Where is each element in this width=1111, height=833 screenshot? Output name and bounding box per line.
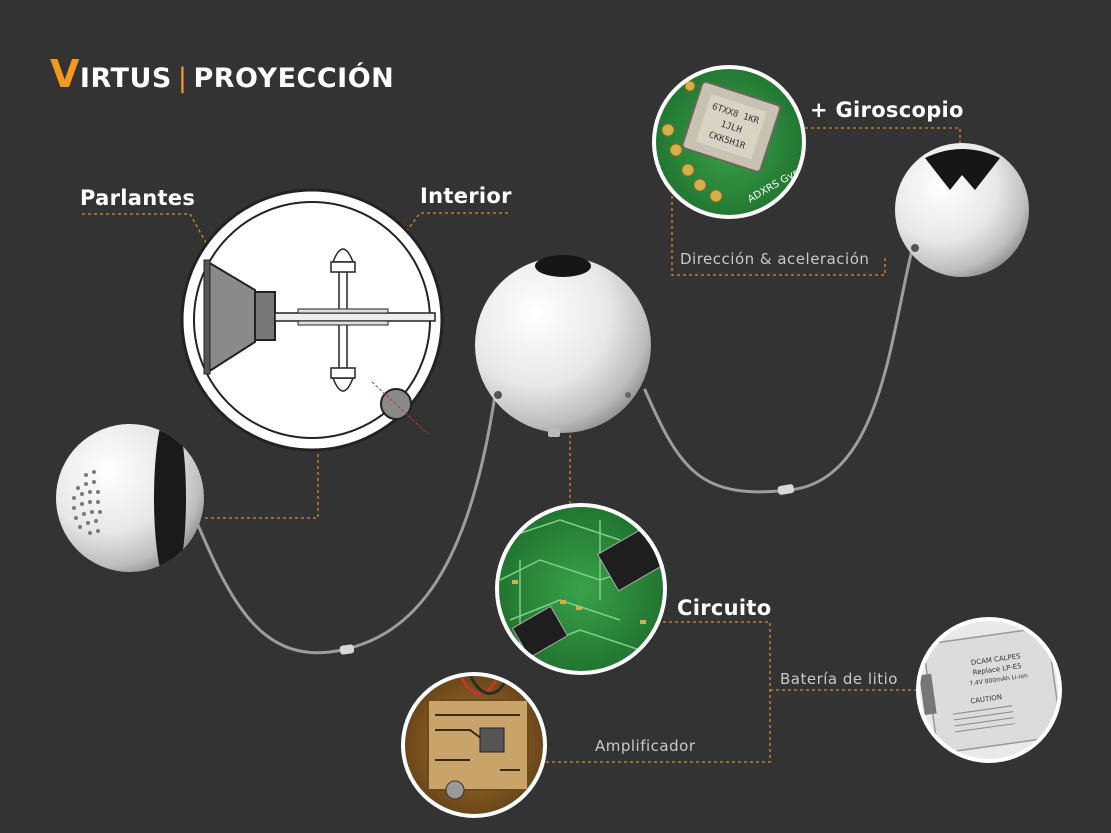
label-interior: Interior — [420, 184, 512, 208]
shaft — [274, 312, 436, 322]
circuit-photo — [495, 503, 667, 675]
brand-section: PROYECCIÓN — [193, 63, 395, 94]
speaker-magnet — [254, 291, 276, 341]
label-bateria: Batería de litio — [780, 670, 898, 688]
leader-parlantes — [82, 213, 229, 283]
cable-ferrule-left — [339, 644, 355, 655]
label-amplificador: Amplificador — [595, 737, 696, 755]
brand-separator: | — [177, 63, 188, 94]
leader-giroscopio — [805, 127, 961, 150]
amplifier-photo — [401, 672, 547, 818]
gyro-sphere — [895, 143, 1029, 277]
gyroscope-photo: 6TXX8 1KR 1JLH CKK5H1R ADXRS Gyr — [652, 65, 806, 219]
label-direccion: Dirección & aceleración — [680, 250, 870, 268]
label-giroscopio: + Giroscopio — [810, 98, 964, 122]
led-top — [330, 248, 356, 309]
cable-ferrule-right — [777, 484, 795, 495]
speaker-sphere — [56, 424, 204, 572]
leader-direccion — [671, 190, 886, 276]
interior-diagram — [180, 188, 444, 452]
brand-title: VIRTUS | PROYECCIÓN — [50, 52, 394, 96]
brand-name: IRTUS — [79, 63, 172, 94]
leader-lines — [82, 127, 961, 763]
led-bottom — [330, 325, 356, 392]
battery-photo: DCAM CALPES Replace LP-E5 7.4V 800mAh Li… — [916, 617, 1062, 763]
label-parlantes: Parlantes — [80, 186, 196, 210]
leader-speaker-diagram — [205, 448, 319, 519]
label-circuito: Circuito — [677, 596, 772, 620]
leader-circuito — [545, 621, 771, 763]
speaker-grille — [72, 470, 102, 535]
brand-initial: V — [50, 52, 80, 96]
main-sphere — [475, 255, 651, 437]
cable-main-to-gyro — [643, 248, 914, 494]
